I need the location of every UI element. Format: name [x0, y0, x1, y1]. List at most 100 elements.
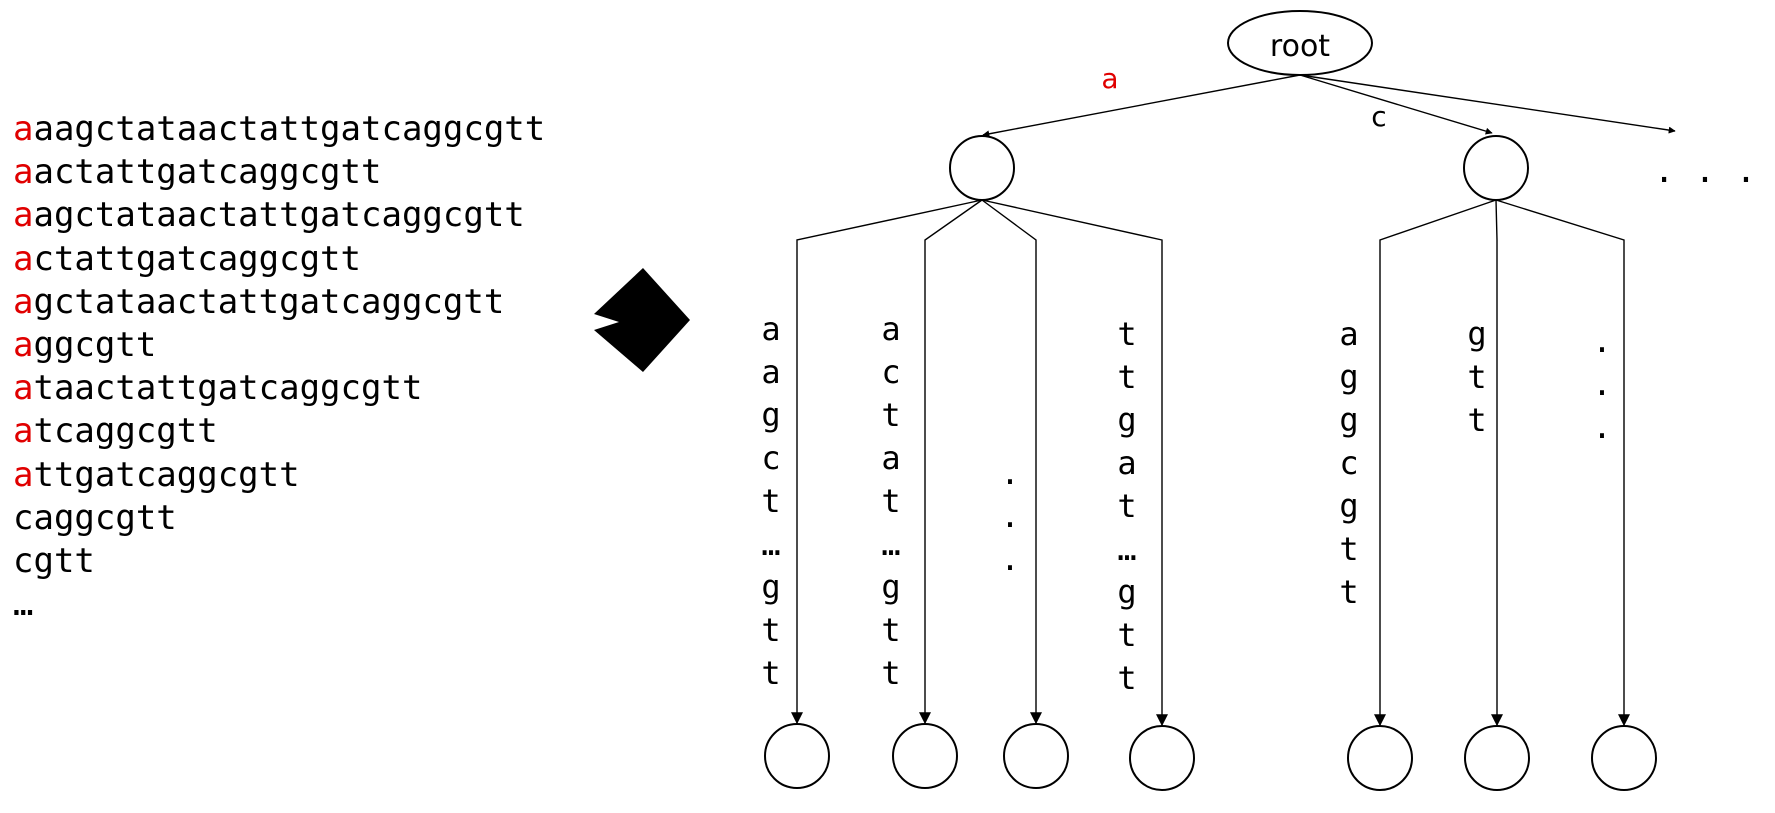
edge-char: c — [1339, 444, 1358, 482]
edge-char: t — [1117, 487, 1136, 525]
edge-char: g — [1339, 487, 1358, 525]
suffix-line: cgtt — [13, 540, 545, 583]
branch-edge — [1491, 199, 1503, 727]
edge-char: t — [881, 396, 900, 434]
suffix-first-char: a — [13, 411, 34, 452]
leaf-node — [1464, 725, 1530, 791]
edge-char: … — [761, 525, 780, 563]
leaf-node — [892, 723, 958, 789]
suffix-line: attgatcaggcgtt — [13, 454, 545, 497]
edge-char: . — [1592, 365, 1611, 403]
edge-char: g — [1339, 401, 1358, 439]
edge-char: a — [1339, 315, 1358, 353]
suffix-first-char: … — [13, 584, 34, 625]
suffix-rest: tcaggcgtt — [33, 411, 218, 452]
suffix-rest: actattgatcaggcgtt — [33, 152, 382, 193]
edge-char: t — [1117, 315, 1136, 353]
suffix-first-char: a — [13, 195, 34, 236]
node-c — [1463, 135, 1529, 201]
suffix-line: actattgatcaggcgtt — [13, 238, 545, 281]
edge-char: g — [1117, 401, 1136, 439]
edge-char: t — [1117, 616, 1136, 654]
suffix-first-char: a — [13, 454, 34, 495]
edge-root-c — [1299, 74, 1493, 135]
edge-root-more — [1299, 74, 1676, 134]
branch-edge — [1374, 199, 1497, 727]
edge-char: t — [761, 654, 780, 692]
branch-edge — [981, 199, 1042, 725]
edge-char: a — [761, 353, 780, 391]
edge-char: a — [761, 310, 780, 348]
suffix-first-char: a — [13, 152, 34, 193]
edge-char: t — [1117, 358, 1136, 396]
edge-char: t — [761, 482, 780, 520]
edge-char: . — [1592, 322, 1611, 360]
suffix-line: aagctataactattgatcaggcgtt — [13, 194, 545, 237]
edge-char: g — [1339, 358, 1358, 396]
edge-char: . — [1000, 497, 1019, 535]
edge-char: t — [881, 482, 900, 520]
edge-char: … — [881, 525, 900, 563]
suffix-line: aactattgatcaggcgtt — [13, 151, 545, 194]
suffix-first-char: a — [13, 324, 34, 365]
edge-char: g — [761, 396, 780, 434]
suffix-rest: ggcgtt — [33, 324, 157, 365]
edge-char: g — [1467, 315, 1486, 353]
edge-char: . — [1592, 408, 1611, 446]
edge-char: a — [881, 310, 900, 348]
edge-char: t — [881, 611, 900, 649]
edge-char: t — [761, 611, 780, 649]
branch-edge — [791, 199, 983, 725]
more-siblings-ellipsis: . . . — [1654, 151, 1756, 191]
edge-char: g — [1117, 573, 1136, 611]
edge-char: a — [881, 439, 900, 477]
suffix-line: atcaggcgtt — [13, 410, 545, 453]
suffix-line: … — [13, 583, 545, 626]
leaf-node — [1129, 725, 1195, 791]
suffix-rest: ctattgatcaggcgtt — [33, 238, 361, 279]
edge-char: t — [1467, 401, 1486, 439]
edge-char: t — [1339, 530, 1358, 568]
branch-edge — [1495, 199, 1630, 727]
leaf-node — [1003, 723, 1069, 789]
suffix-first-char: a — [13, 281, 34, 322]
edge-char: . — [1000, 454, 1019, 492]
edge-char: c — [761, 439, 780, 477]
node-a — [949, 135, 1015, 201]
branch-edge — [981, 199, 1168, 727]
suffix-rest: taactattgatcaggcgtt — [33, 368, 423, 409]
edge-char: c — [881, 353, 900, 391]
edge-char: g — [761, 568, 780, 606]
suffix-line: caggcgtt — [13, 497, 545, 540]
edge-char: t — [881, 654, 900, 692]
leaf-node — [1347, 725, 1413, 791]
suffix-line: aggcgtt — [13, 324, 545, 367]
transform-arrow-icon — [594, 268, 690, 372]
suffix-rest: ttgatcaggcgtt — [33, 454, 300, 495]
leaf-node — [1591, 725, 1657, 791]
suffix-rest: gtt — [33, 540, 95, 581]
suffix-first-char: a — [13, 238, 34, 279]
edge-label-a: a — [1101, 62, 1118, 95]
edge-char: t — [1339, 573, 1358, 611]
suffix-first-char: c — [13, 540, 34, 581]
suffix-rest: gctataactattgatcaggcgtt — [33, 281, 505, 322]
suffix-rest: agctataactattgatcaggcgtt — [33, 195, 525, 236]
suffix-first-char: a — [13, 368, 34, 409]
edge-char: . — [1000, 540, 1019, 578]
root-label: root — [1270, 29, 1330, 64]
edge-label-c: c — [1371, 100, 1386, 133]
suffix-line: ataactattgatcaggcgtt — [13, 367, 545, 410]
leaf-node — [764, 723, 830, 789]
suffix-line: agctataactattgatcaggcgtt — [13, 281, 545, 324]
suffix-rest: aagctataactattgatcaggcgtt — [33, 109, 546, 149]
branch-layer: aagct…gttactat…gtt...ttgat…gttaggcgttgtt… — [761, 199, 1657, 791]
suffix-first-char: c — [13, 497, 34, 538]
suffix-first-char: a — [13, 109, 34, 149]
branch-edge — [919, 199, 983, 725]
edge-char: t — [1467, 358, 1486, 396]
edge-char: a — [1117, 444, 1136, 482]
edge-char: t — [1117, 659, 1136, 697]
